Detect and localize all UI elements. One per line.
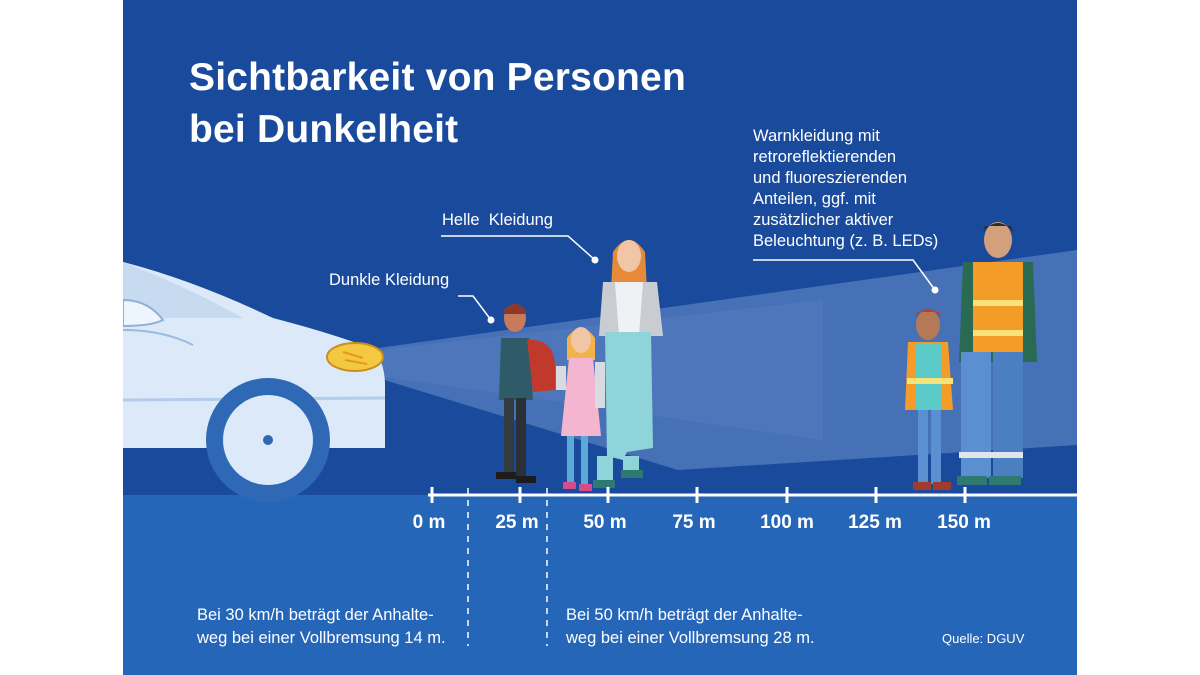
leader-dark-clothing — [458, 295, 492, 321]
headlight-beam — [378, 250, 1077, 470]
label-dark-clothing: Dunkle Kleidung — [329, 271, 450, 289]
infographic: Sichtbarkeit von Personen bei Dunkelheit… — [123, 0, 1077, 675]
label-bright-clothing: Helle Kleidung — [442, 211, 553, 229]
note-50kmh-line: weg bei einer Vollbremsung 28 m. — [566, 629, 815, 647]
tick-label: 75 m — [672, 512, 716, 533]
source-credit: Quelle: DGUV — [942, 631, 1025, 646]
leader-dot-dark — [487, 316, 495, 324]
warning-line: zusätzlicher aktiver — [753, 211, 894, 229]
road-ground — [123, 495, 1077, 675]
leader-dot-bright — [591, 256, 599, 264]
title-line-2: bei Dunkelheit — [189, 108, 459, 151]
leader-warning-clothing — [753, 259, 936, 291]
tick-label: 0 m — [412, 512, 446, 533]
title: Sichtbarkeit von Personen bei Dunkelheit — [189, 52, 686, 156]
distance-ticks — [430, 487, 967, 503]
car-icon — [123, 262, 386, 502]
leader-bright-clothing — [441, 235, 596, 261]
tick-label: 150 m — [937, 512, 991, 533]
label-warning-clothing: Warnkleidung mit retroreflektierenden un… — [753, 126, 938, 252]
note-30kmh-line: Bei 30 km/h beträgt der Anhalte- — [197, 606, 434, 624]
warning-line: Beleuchtung (z. B. LEDs) — [753, 232, 939, 250]
tick-label: 100 m — [760, 512, 814, 533]
child-dark-clothing — [496, 304, 555, 483]
tick-label: 125 m — [848, 512, 902, 533]
tick-label: 50 m — [583, 512, 627, 533]
girl-light-clothing — [556, 327, 605, 491]
note-50kmh: Bei 50 km/h beträgt der Anhalte- weg bei… — [566, 604, 815, 650]
note-50kmh-line: Bei 50 km/h beträgt der Anhalte- — [566, 606, 803, 624]
warning-line: und fluoreszierenden — [753, 169, 908, 187]
warning-line: retroreflektierenden — [753, 148, 897, 166]
note-30kmh: Bei 30 km/h beträgt der Anhalte- weg bei… — [197, 604, 446, 650]
child-warning-vest — [905, 309, 953, 490]
title-line-1: Sichtbarkeit von Personen — [189, 56, 686, 99]
warning-line: Warnkleidung mit — [753, 127, 880, 145]
man-warning-vest — [957, 222, 1037, 485]
tick-label: 25 m — [495, 512, 539, 533]
woman-light-clothing — [593, 240, 663, 488]
leader-dot-warning — [931, 286, 939, 294]
note-30kmh-line: weg bei einer Vollbremsung 14 m. — [197, 629, 446, 647]
warning-line: Anteilen, ggf. mit — [753, 190, 876, 208]
night-scene — [123, 0, 1077, 675]
